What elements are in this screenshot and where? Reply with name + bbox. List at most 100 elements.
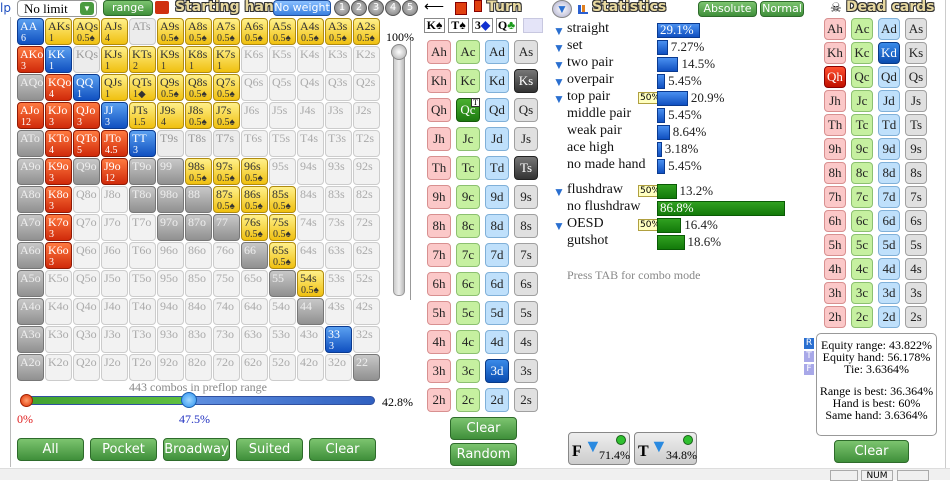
hand-cell-J7o[interactable]: J7o xyxy=(101,214,128,241)
hand-cell-A7o[interactable]: A7o xyxy=(17,214,44,241)
dead-card-7s[interactable]: 7s xyxy=(905,186,927,208)
dead-card-Jh[interactable]: Jh xyxy=(824,90,846,112)
street-T-icon[interactable]: T xyxy=(804,351,814,362)
hand-cell-J4o[interactable]: J4o xyxy=(101,298,128,325)
hand-cell-QTs[interactable]: QTs 1◆ xyxy=(129,74,156,101)
dead-card-6h[interactable]: 6h xyxy=(824,210,846,232)
turn-filter-button[interactable]: T ▼ 34.8% xyxy=(634,432,697,465)
hand-cell-Q7o[interactable]: Q7o xyxy=(73,214,100,241)
hand-cell-T6s[interactable]: T6s xyxy=(241,130,268,157)
hand-cell-44[interactable]: 44 xyxy=(297,298,324,325)
filter-funnel-icon[interactable]: ▼ xyxy=(553,41,565,55)
hand-cell-A8o[interactable]: A8o xyxy=(17,186,44,213)
hand-cell-88[interactable]: 88 xyxy=(185,186,212,213)
dead-card-9h[interactable]: 9h xyxy=(824,138,846,160)
normal-button[interactable]: Normal xyxy=(760,1,804,17)
hand-cell-87s[interactable]: 87s 0.5♠ xyxy=(213,186,240,213)
hand-cell-K5s[interactable]: K5s xyxy=(269,46,296,73)
hand-cell-AQo[interactable]: AQo xyxy=(17,74,44,101)
hand-cell-KJs[interactable]: KJs 1 xyxy=(101,46,128,73)
turn-card-Ah[interactable]: Ah xyxy=(427,40,451,64)
turn-card-2s[interactable]: 2s xyxy=(514,388,538,412)
hand-cell-QQ[interactable]: QQ 1 xyxy=(73,74,100,101)
hand-cell-83o[interactable]: 83o xyxy=(185,326,212,353)
hand-cell-82o[interactable]: 82o xyxy=(185,354,212,381)
hand-cell-Q8o[interactable]: Q8o xyxy=(73,186,100,213)
weight-preset-4[interactable]: 4 xyxy=(385,0,401,16)
hand-cell-J6o[interactable]: J6o xyxy=(101,242,128,269)
weight-preset-2[interactable]: 2 xyxy=(351,0,367,16)
hand-cell-K3s[interactable]: K3s xyxy=(325,46,352,73)
hand-cell-K2s[interactable]: K2s xyxy=(353,46,380,73)
dead-card-5d[interactable]: 5d xyxy=(878,234,900,256)
hand-cell-42s[interactable]: 42s xyxy=(353,298,380,325)
hand-cell-74s[interactable]: 74s xyxy=(297,214,324,241)
hand-cell-A2o[interactable]: A2o xyxy=(17,354,44,381)
hand-cell-T5s[interactable]: T5s xyxy=(269,130,296,157)
hand-cell-A6s[interactable]: A6s 0.5♠ xyxy=(241,18,268,45)
dead-card-9c[interactable]: 9c xyxy=(851,138,873,160)
hand-cell-92o[interactable]: 92o xyxy=(157,354,184,381)
range-slider-low-thumb[interactable] xyxy=(20,394,33,407)
turn-card-9h[interactable]: 9h xyxy=(427,185,451,209)
hand-cell-A9s[interactable]: A9s 0.5♠ xyxy=(157,18,184,45)
turn-card-Qd[interactable]: Qd xyxy=(485,98,509,122)
hand-cell-A3s[interactable]: A3s 0.5♠ xyxy=(325,18,352,45)
hand-cell-T5o[interactable]: T5o xyxy=(129,270,156,297)
hand-cell-K4o[interactable]: K4o xyxy=(45,298,72,325)
hand-cell-AA[interactable]: AA 6 xyxy=(17,18,44,45)
hand-cell-T3s[interactable]: T3s xyxy=(325,130,352,157)
turn-card-As[interactable]: As xyxy=(514,40,538,64)
turn-card-3c[interactable]: 3c xyxy=(456,359,480,383)
hand-cell-98s[interactable]: 98s 0.5♠ xyxy=(185,158,212,185)
hand-cell-74o[interactable]: 74o xyxy=(213,298,240,325)
hand-cell-32o[interactable]: 32o xyxy=(325,354,352,381)
hand-cell-J3s[interactable]: J3s xyxy=(325,102,352,129)
turn-card-Qh[interactable]: Qh xyxy=(427,98,451,122)
hand-cell-93s[interactable]: 93s xyxy=(325,158,352,185)
hand-cell-95o[interactable]: 95o xyxy=(157,270,184,297)
weight-preset-5[interactable]: 5 xyxy=(402,0,418,16)
hand-cell-K4s[interactable]: K4s xyxy=(297,46,324,73)
hand-cell-65o[interactable]: 65o xyxy=(241,270,268,297)
turn-card-Jc[interactable]: Jc xyxy=(456,127,480,151)
dead-card-2h[interactable]: 2h xyxy=(824,306,846,328)
hand-cell-K8o[interactable]: K8o 3 xyxy=(45,186,72,213)
preset-broadway-button[interactable]: Broadway xyxy=(163,438,230,461)
street-F-icon[interactable]: F xyxy=(804,364,814,375)
turn-card-2c[interactable]: 2c xyxy=(456,388,480,412)
dead-card-Jd[interactable]: Jd xyxy=(878,90,900,112)
dead-card-2d[interactable]: 2d xyxy=(878,306,900,328)
hand-cell-A2s[interactable]: A2s 0.5♠ xyxy=(353,18,380,45)
hand-cell-53o[interactable]: 53o xyxy=(269,326,296,353)
turn-random-button[interactable]: Random xyxy=(450,443,517,466)
hand-cell-52s[interactable]: 52s xyxy=(353,270,380,297)
dead-card-3s[interactable]: 3s xyxy=(905,282,927,304)
hand-cell-K7s[interactable]: K7s 1 xyxy=(213,46,240,73)
hand-cell-65s[interactable]: 65s 0.5♠ xyxy=(269,242,296,269)
turn-card-6d[interactable]: 6d xyxy=(485,272,509,296)
turn-card-5h[interactable]: 5h xyxy=(427,301,451,325)
board-empty-slot[interactable] xyxy=(523,18,543,33)
turn-card-3s[interactable]: 3s xyxy=(514,359,538,383)
dead-card-Tc[interactable]: Tc xyxy=(851,114,873,136)
turn-card-Ad[interactable]: Ad xyxy=(485,40,509,64)
turn-card-2h[interactable]: 2h xyxy=(427,388,451,412)
hand-cell-T4o[interactable]: T4o xyxy=(129,298,156,325)
weight-preset-3[interactable]: 3 xyxy=(368,0,384,16)
board-card-K[interactable]: K♠ xyxy=(424,18,445,33)
dead-card-Ks[interactable]: Ks xyxy=(905,42,927,64)
turn-card-7c[interactable]: 7c xyxy=(456,243,480,267)
hand-cell-T2s[interactable]: T2s xyxy=(353,130,380,157)
hand-cell-85s[interactable]: 85s 0.5♠ xyxy=(269,186,296,213)
hand-cell-T2o[interactable]: T2o xyxy=(129,354,156,381)
hand-cell-AKs[interactable]: AKs 1 xyxy=(45,18,72,45)
dead-card-5s[interactable]: 5s xyxy=(905,234,927,256)
dead-card-Qh[interactable]: Qh xyxy=(824,66,846,88)
turn-card-Jh[interactable]: Jh xyxy=(427,127,451,151)
turn-card-Ac[interactable]: Ac xyxy=(456,40,480,64)
range-slider-high-thumb[interactable] xyxy=(181,392,197,408)
hand-cell-A4o[interactable]: A4o xyxy=(17,298,44,325)
vertical-slider-thumb[interactable] xyxy=(391,44,407,60)
preset-suited-button[interactable]: Suited xyxy=(236,438,303,461)
